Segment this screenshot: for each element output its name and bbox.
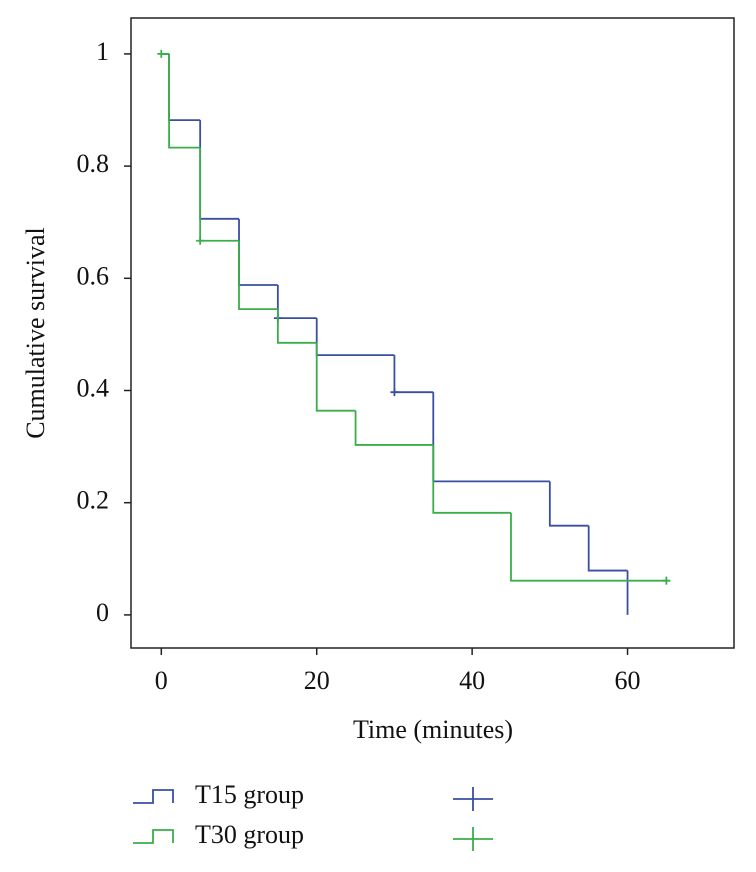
survival-step bbox=[315, 342, 356, 412]
y-tick-label: 0.4 bbox=[77, 373, 110, 402]
survival-step bbox=[168, 53, 201, 122]
survival-step bbox=[199, 147, 240, 242]
x-axis-title: Time (minutes) bbox=[353, 715, 513, 744]
survival-step bbox=[432, 392, 550, 483]
censor-mark bbox=[662, 576, 671, 585]
survival-step bbox=[238, 240, 278, 311]
y-tick-label: 0.2 bbox=[77, 486, 110, 515]
y-tick-label: 0.8 bbox=[77, 149, 110, 178]
survival-step bbox=[315, 318, 395, 357]
survival-step bbox=[354, 410, 434, 446]
survival-step bbox=[199, 120, 240, 220]
survival-step bbox=[393, 355, 434, 394]
survival-step bbox=[276, 309, 317, 344]
survival-step bbox=[587, 525, 628, 572]
x-tick-label: 60 bbox=[615, 666, 641, 695]
survival-step bbox=[168, 53, 201, 149]
plot-frame bbox=[130, 17, 735, 649]
y-axis-title: Cumulative survival bbox=[21, 227, 50, 439]
y-tick-label: 1 bbox=[96, 37, 109, 66]
legend-censor-icon bbox=[453, 787, 493, 811]
survival-step bbox=[510, 512, 667, 582]
legend-censor-icon bbox=[453, 827, 493, 851]
censor-mark bbox=[157, 49, 166, 58]
censor-mark bbox=[196, 236, 205, 245]
x-tick-label: 20 bbox=[304, 666, 330, 695]
survival-step bbox=[238, 218, 278, 286]
survival-step bbox=[276, 285, 317, 320]
survival-step bbox=[432, 444, 511, 514]
censor-mark bbox=[390, 388, 399, 397]
survival-step bbox=[548, 481, 589, 527]
x-tick-label: 0 bbox=[155, 666, 168, 695]
legend-label: T30 group bbox=[195, 820, 304, 849]
x-tick-label: 40 bbox=[459, 666, 485, 695]
y-tick-label: 0 bbox=[96, 598, 109, 627]
legend-label: T15 group bbox=[195, 780, 304, 809]
legend-step-icon bbox=[133, 789, 174, 804]
legend-step-icon bbox=[133, 829, 174, 844]
y-tick-label: 0.6 bbox=[77, 261, 110, 290]
